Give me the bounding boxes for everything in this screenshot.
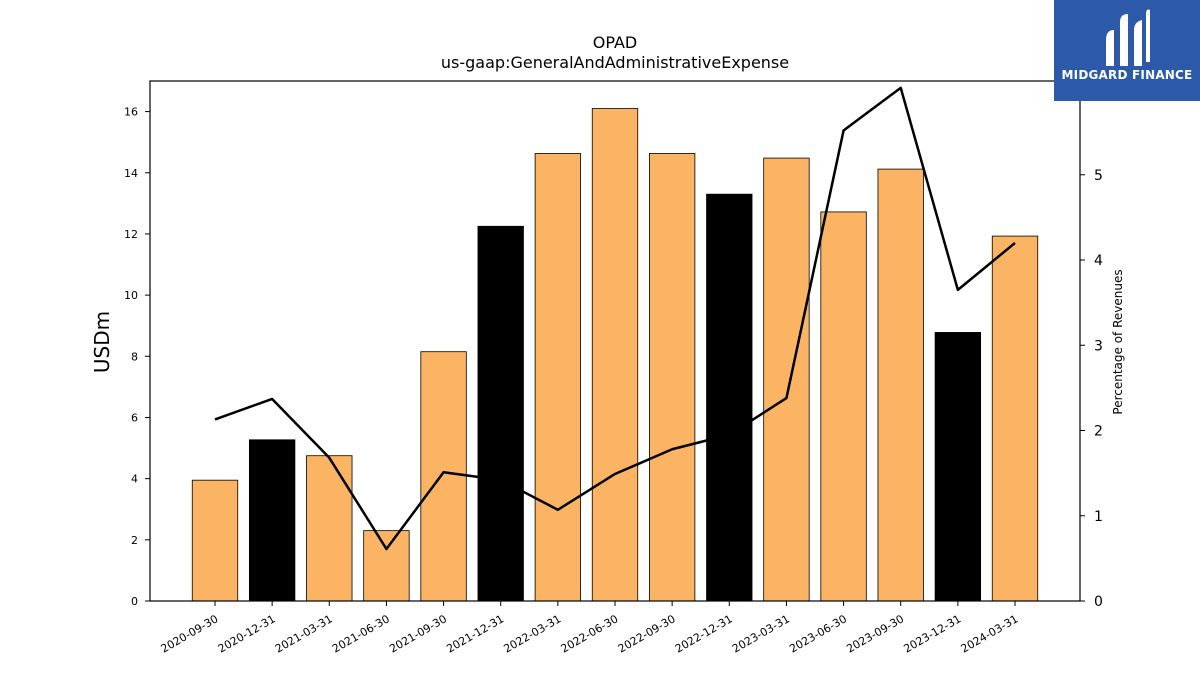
bar-2021-12-31	[477, 225, 524, 602]
left-tick-label: 10	[124, 289, 138, 302]
right-tick-label: 5	[1094, 168, 1103, 184]
bar-2021-03-31	[306, 455, 353, 602]
left-tick-label: 4	[131, 473, 138, 486]
x-tick-label: 2021-12-31	[444, 612, 506, 655]
y-axis-label-right: Percentage of Revenues	[1111, 269, 1125, 414]
x-tick-label: 2021-09-30	[387, 612, 449, 655]
left-tick-label: 12	[124, 228, 138, 241]
chart-subtitle: us-gaap:GeneralAndAdministrativeExpense	[441, 53, 789, 72]
midgard-finance-logo: MIDGARD FINANCE	[1054, 0, 1200, 101]
x-tick-label: 2022-06-30	[559, 612, 621, 655]
logo-text: MIDGARD FINANCE	[1061, 68, 1193, 82]
x-tick-label: 2023-09-30	[844, 612, 906, 655]
midgard-logo-icon	[1106, 9, 1150, 66]
right-tick-label: 3	[1094, 338, 1103, 354]
chart-title: OPAD	[593, 33, 637, 52]
right-tick-label: 0	[1094, 594, 1103, 610]
bar-2022-09-30	[648, 153, 696, 602]
x-tick-label: 2021-06-30	[330, 612, 392, 655]
x-tick-label: 2023-03-31	[730, 612, 792, 655]
bars-group	[191, 108, 1039, 602]
bar-2022-06-30	[591, 108, 639, 602]
bar-2023-12-31	[934, 332, 982, 602]
left-tick-label: 8	[131, 350, 138, 363]
y-axis-label-left: USDm	[90, 311, 114, 373]
x-tick-label: 2022-12-31	[673, 612, 735, 655]
left-tick-label: 14	[124, 167, 138, 180]
percentage-line	[214, 86, 1016, 551]
x-tick-label: 2024-03-31	[959, 612, 1021, 655]
x-tick-label: 2020-09-30	[159, 612, 221, 655]
x-tick-label: 2023-06-30	[787, 612, 849, 655]
bar-2024-03-31	[991, 235, 1039, 602]
x-tick-label: 2022-03-31	[501, 612, 563, 655]
bar-2021-09-30	[420, 351, 467, 602]
bar-2021-06-30	[363, 530, 410, 602]
left-tick-label: 16	[124, 106, 138, 119]
bar-2023-09-30	[877, 168, 924, 602]
right-axis-ticks: 0123456	[1080, 83, 1103, 610]
line-series-group	[214, 86, 1016, 551]
left-tick-label: 0	[131, 595, 138, 608]
x-axis-ticks: 2020-09-302020-12-312021-03-312021-06-30…	[159, 601, 1021, 656]
x-tick-label: 2020-12-31	[216, 612, 278, 655]
right-tick-label: 1	[1094, 509, 1103, 525]
bar-2023-03-31	[763, 157, 810, 602]
right-tick-label: 2	[1094, 424, 1103, 440]
bar-2023-06-30	[820, 211, 867, 602]
left-axis-ticks: 0 2 4 6 8 10 12 14 16	[124, 106, 150, 608]
bar-2022-03-31	[534, 153, 582, 602]
x-tick-label: 2023-12-31	[901, 612, 963, 655]
bar-2020-09-30	[191, 479, 239, 602]
left-tick-label: 2	[131, 534, 138, 547]
x-tick-label: 2021-03-31	[273, 612, 335, 655]
bar-2020-12-31	[248, 439, 296, 602]
bar-2022-12-31	[706, 193, 753, 602]
right-tick-label: 4	[1094, 253, 1103, 269]
left-tick-label: 6	[131, 411, 138, 424]
x-tick-label: 2022-09-30	[616, 612, 678, 655]
